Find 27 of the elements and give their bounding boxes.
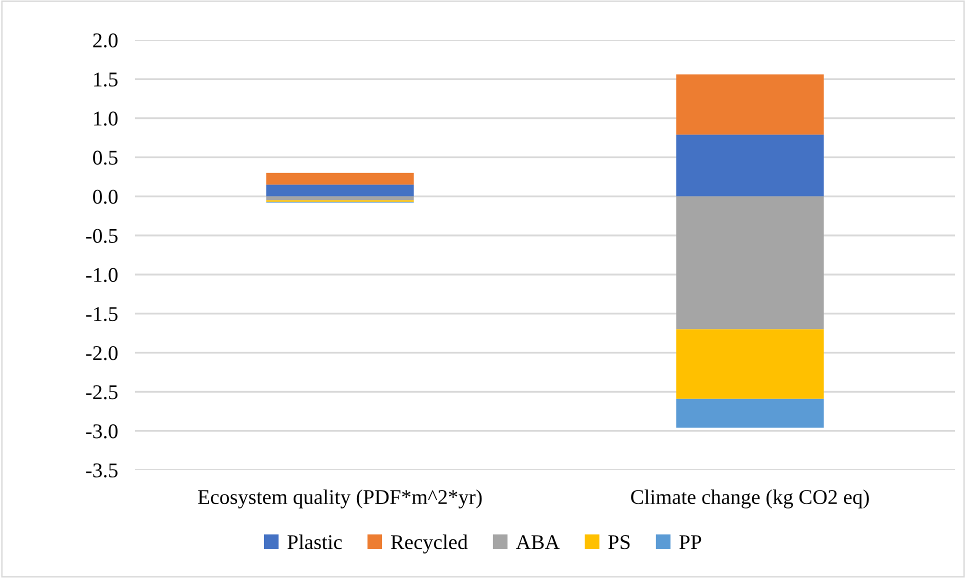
legend-label: Recycled [391, 534, 468, 554]
y-tick-label: -1.0 [86, 268, 118, 282]
legend-label: PS [608, 535, 630, 550]
y-tick-label: 1.0 [94, 112, 118, 126]
y-tick-label: 0.5 [93, 150, 118, 165]
legend-label: ABA [516, 535, 560, 550]
bar [266, 172, 414, 185]
y-tick-label: 1.5 [94, 72, 118, 87]
y-tick-label: 0.0 [93, 190, 118, 204]
y-tick-label: -3.0 [86, 424, 118, 438]
y-tick-label: -1.5 [86, 307, 118, 322]
bar [676, 329, 824, 399]
y-tick-label: -3.5 [86, 463, 118, 478]
bar [676, 196, 824, 330]
bar [676, 398, 824, 428]
y-tick-label: -2.0 [86, 346, 118, 360]
x-tick-label: Ecosystem quality (PDF*m^2*yr) [198, 489, 482, 508]
legend-label: PP [679, 535, 702, 549]
bar [676, 134, 824, 196]
bar [266, 196, 414, 200]
y-tick-label: 2.0 [93, 33, 118, 48]
legend-label: Plastic [288, 534, 342, 550]
bar [676, 74, 824, 135]
y-tick-label: -0.5 [86, 228, 118, 243]
y-tick-label: -2.5 [86, 385, 118, 400]
x-tick-label: Climate change (kg CO2 eq) [631, 489, 869, 508]
bar [266, 184, 414, 196]
